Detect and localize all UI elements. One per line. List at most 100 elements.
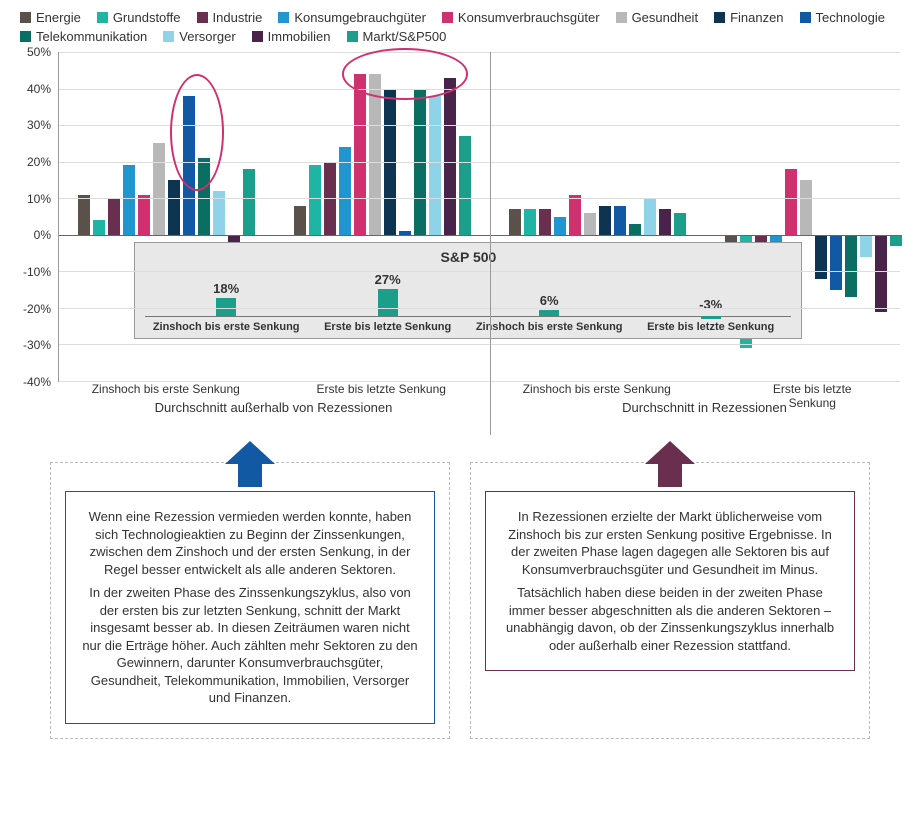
grid-line: [59, 162, 900, 163]
legend-item: Grundstoffe: [97, 10, 181, 25]
y-tick-label: 40%: [27, 82, 51, 96]
bar: [509, 209, 521, 235]
inset-bar: [378, 289, 398, 316]
x-sub-label: Erste bis letzte Senkung: [317, 382, 446, 396]
legend-label: Konsumgebrauchgüter: [294, 10, 426, 25]
callout-paragraph: Wenn eine Rezession vermieden werden kon…: [80, 508, 420, 578]
legend-label: Telekommunikation: [36, 29, 147, 44]
callout-box: In Rezessionen erzielte der Markt üblich…: [470, 462, 870, 739]
legend-swatch: [197, 12, 208, 23]
inset-cell: 18%: [145, 281, 307, 316]
inset-value-label: 27%: [375, 272, 401, 287]
legend-item: Konsumverbrauchsgüter: [442, 10, 600, 25]
zero-line: [59, 235, 900, 236]
bar: [153, 143, 165, 234]
y-tick-label: -10%: [23, 265, 51, 279]
bar: [845, 235, 857, 297]
inset-value-label: 18%: [213, 281, 239, 296]
bar: [524, 209, 536, 235]
y-tick-label: -30%: [23, 338, 51, 352]
grid-line: [59, 52, 900, 53]
bar: [294, 206, 306, 235]
legend-label: Industrie: [213, 10, 263, 25]
bar: [785, 169, 797, 235]
callout-text: Wenn eine Rezession vermieden werden kon…: [65, 491, 435, 724]
bar: [309, 165, 321, 234]
bar-chart: -40%-30%-20%-10%0%10%20%30%40%50% S&P 50…: [10, 52, 910, 412]
x-main-labels: Durchschnitt außerhalb von Rezessionen Du…: [58, 400, 900, 416]
legend-item: Telekommunikation: [20, 29, 147, 44]
bar: [93, 220, 105, 235]
legend-label: Immobilien: [268, 29, 331, 44]
legend-label: Energie: [36, 10, 81, 25]
y-tick-label: 50%: [27, 45, 51, 59]
bar: [800, 180, 812, 235]
legend-label: Gesundheit: [632, 10, 699, 25]
bar: [554, 217, 566, 235]
inset-bar: [701, 316, 721, 319]
legend-label: Grundstoffe: [113, 10, 181, 25]
legend-swatch: [347, 31, 358, 42]
y-tick-label: 10%: [27, 192, 51, 206]
grid-line: [59, 198, 900, 199]
bar: [860, 235, 872, 257]
y-tick-label: -20%: [23, 302, 51, 316]
legend-label: Konsumverbrauchsgüter: [458, 10, 600, 25]
grid-line: [59, 89, 900, 90]
x-main-label: Durchschnitt in Rezessionen: [622, 400, 787, 415]
inset-bars-row: 18%27%6%-3%: [145, 269, 791, 317]
up-arrow-icon: [645, 441, 695, 487]
legend-item: Versorger: [163, 29, 235, 44]
bar: [369, 74, 381, 235]
bar: [890, 235, 902, 246]
inset-cell: 6%: [468, 293, 630, 316]
x-main-label: Durchschnitt außerhalb von Rezessionen: [155, 400, 393, 415]
bar: [674, 213, 686, 235]
bar: [243, 169, 255, 235]
bar: [875, 235, 887, 312]
y-tick-label: 30%: [27, 118, 51, 132]
bar: [659, 209, 671, 235]
bar: [123, 165, 135, 234]
legend-label: Technologie: [816, 10, 885, 25]
legend-swatch: [800, 12, 811, 23]
bar: [539, 209, 551, 235]
inset-panel: S&P 500 18%27%6%-3% Zinshoch bis erste S…: [134, 242, 802, 339]
x-sub-label: Zinshoch bis erste Senkung: [92, 382, 240, 396]
legend-label: Markt/S&P500: [363, 29, 447, 44]
up-arrow-icon: [225, 441, 275, 487]
legend-swatch: [714, 12, 725, 23]
legend-swatch: [163, 31, 174, 42]
grid-line: [59, 125, 900, 126]
callout-box: Wenn eine Rezession vermieden werden kon…: [50, 462, 450, 739]
legend-item: Konsumgebrauchgüter: [278, 10, 426, 25]
callout-paragraph: In der zweiten Phase des Zinssenkungszyk…: [80, 584, 420, 707]
bar: [614, 206, 626, 235]
group-separator: [490, 52, 491, 435]
inset-value-label: 6%: [540, 293, 559, 308]
bar: [183, 96, 195, 235]
bar: [429, 96, 441, 235]
legend-item: Industrie: [197, 10, 263, 25]
bar: [830, 235, 842, 290]
legend: Energie Grundstoffe Industrie Konsumgebrauc…: [10, 10, 910, 44]
legend-swatch: [616, 12, 627, 23]
y-tick-label: -40%: [23, 375, 51, 389]
x-sub-labels: Zinshoch bis erste Senkung Erste bis letz…: [58, 382, 900, 398]
inset-col-label: Zinshoch bis erste Senkung: [468, 321, 630, 334]
grid-line: [59, 308, 900, 309]
bar: [138, 195, 150, 235]
inset-col-label: Zinshoch bis erste Senkung: [145, 321, 307, 334]
legend-item: Immobilien: [252, 29, 331, 44]
legend-item: Markt/S&P500: [347, 29, 447, 44]
inset-bar: [539, 310, 559, 316]
bar: [644, 198, 656, 235]
inset-title: S&P 500: [145, 249, 791, 265]
bar: [168, 180, 180, 235]
bar: [599, 206, 611, 235]
legend-item: Gesundheit: [616, 10, 699, 25]
callouts-row: Wenn eine Rezession vermieden werden kon…: [10, 462, 910, 739]
grid-line: [59, 344, 900, 345]
y-tick-label: 20%: [27, 155, 51, 169]
inset-labels-row: Zinshoch bis erste SenkungErste bis letz…: [145, 321, 791, 334]
